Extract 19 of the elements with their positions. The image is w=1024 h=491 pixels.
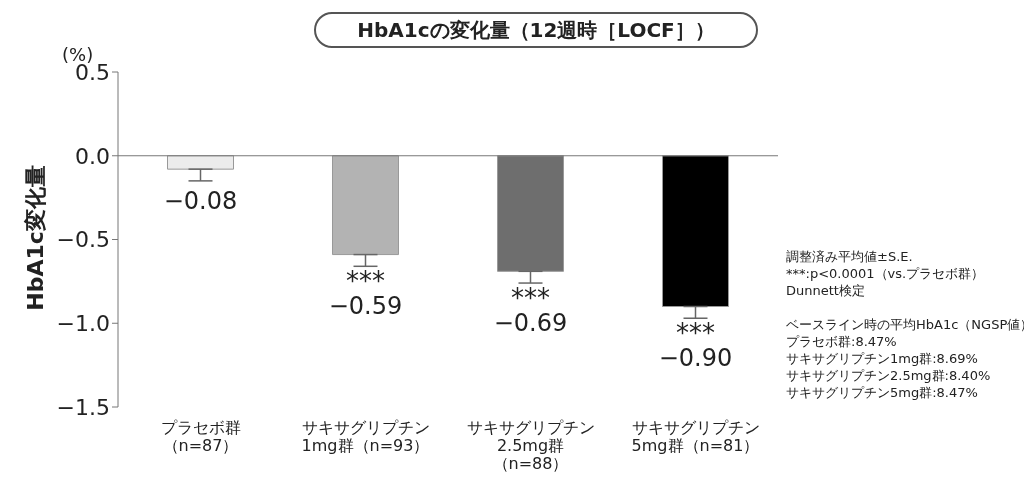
data-label: −0.08 (163, 186, 238, 215)
text: ***:p<0.0001（vs.プラセボ群） (786, 265, 986, 282)
text: サキサグリプチン2.5mg群:8.40% (786, 367, 992, 384)
text: サキサグリプチン5mg群:8.47% (786, 384, 979, 401)
text: 調整済み平均値±S.E. (786, 248, 914, 265)
x-tick-label: サキサグリプチン5mg群（n=81） (630, 418, 761, 455)
x-tick-label: サキサグリプチン1mg群（n=93） (300, 418, 431, 455)
y-tick-label: 0.0 (75, 143, 110, 169)
text: サキサグリプチン1mg群:8.69% (786, 350, 979, 367)
y-tick-label: −0.5 (56, 227, 110, 253)
text: プラセボ群:8.47% (786, 333, 898, 350)
y-tick-label: −1.5 (56, 394, 110, 420)
chart-title: HbA1cの変化量（12週時［LOCF］） (314, 12, 758, 48)
x-tick-label: プラセボ群（n=87） (159, 418, 242, 455)
text: ベースライン時の平均HbA1c（NGSP値） (786, 316, 1024, 333)
y-axis-title: HbA1c変化量 (22, 165, 49, 311)
x-tick-label: サキサグリプチン2.5mg群（n=88） (465, 418, 596, 473)
text: Dunnett検定 (786, 282, 866, 299)
y-tick-label: −1.0 (56, 311, 110, 337)
